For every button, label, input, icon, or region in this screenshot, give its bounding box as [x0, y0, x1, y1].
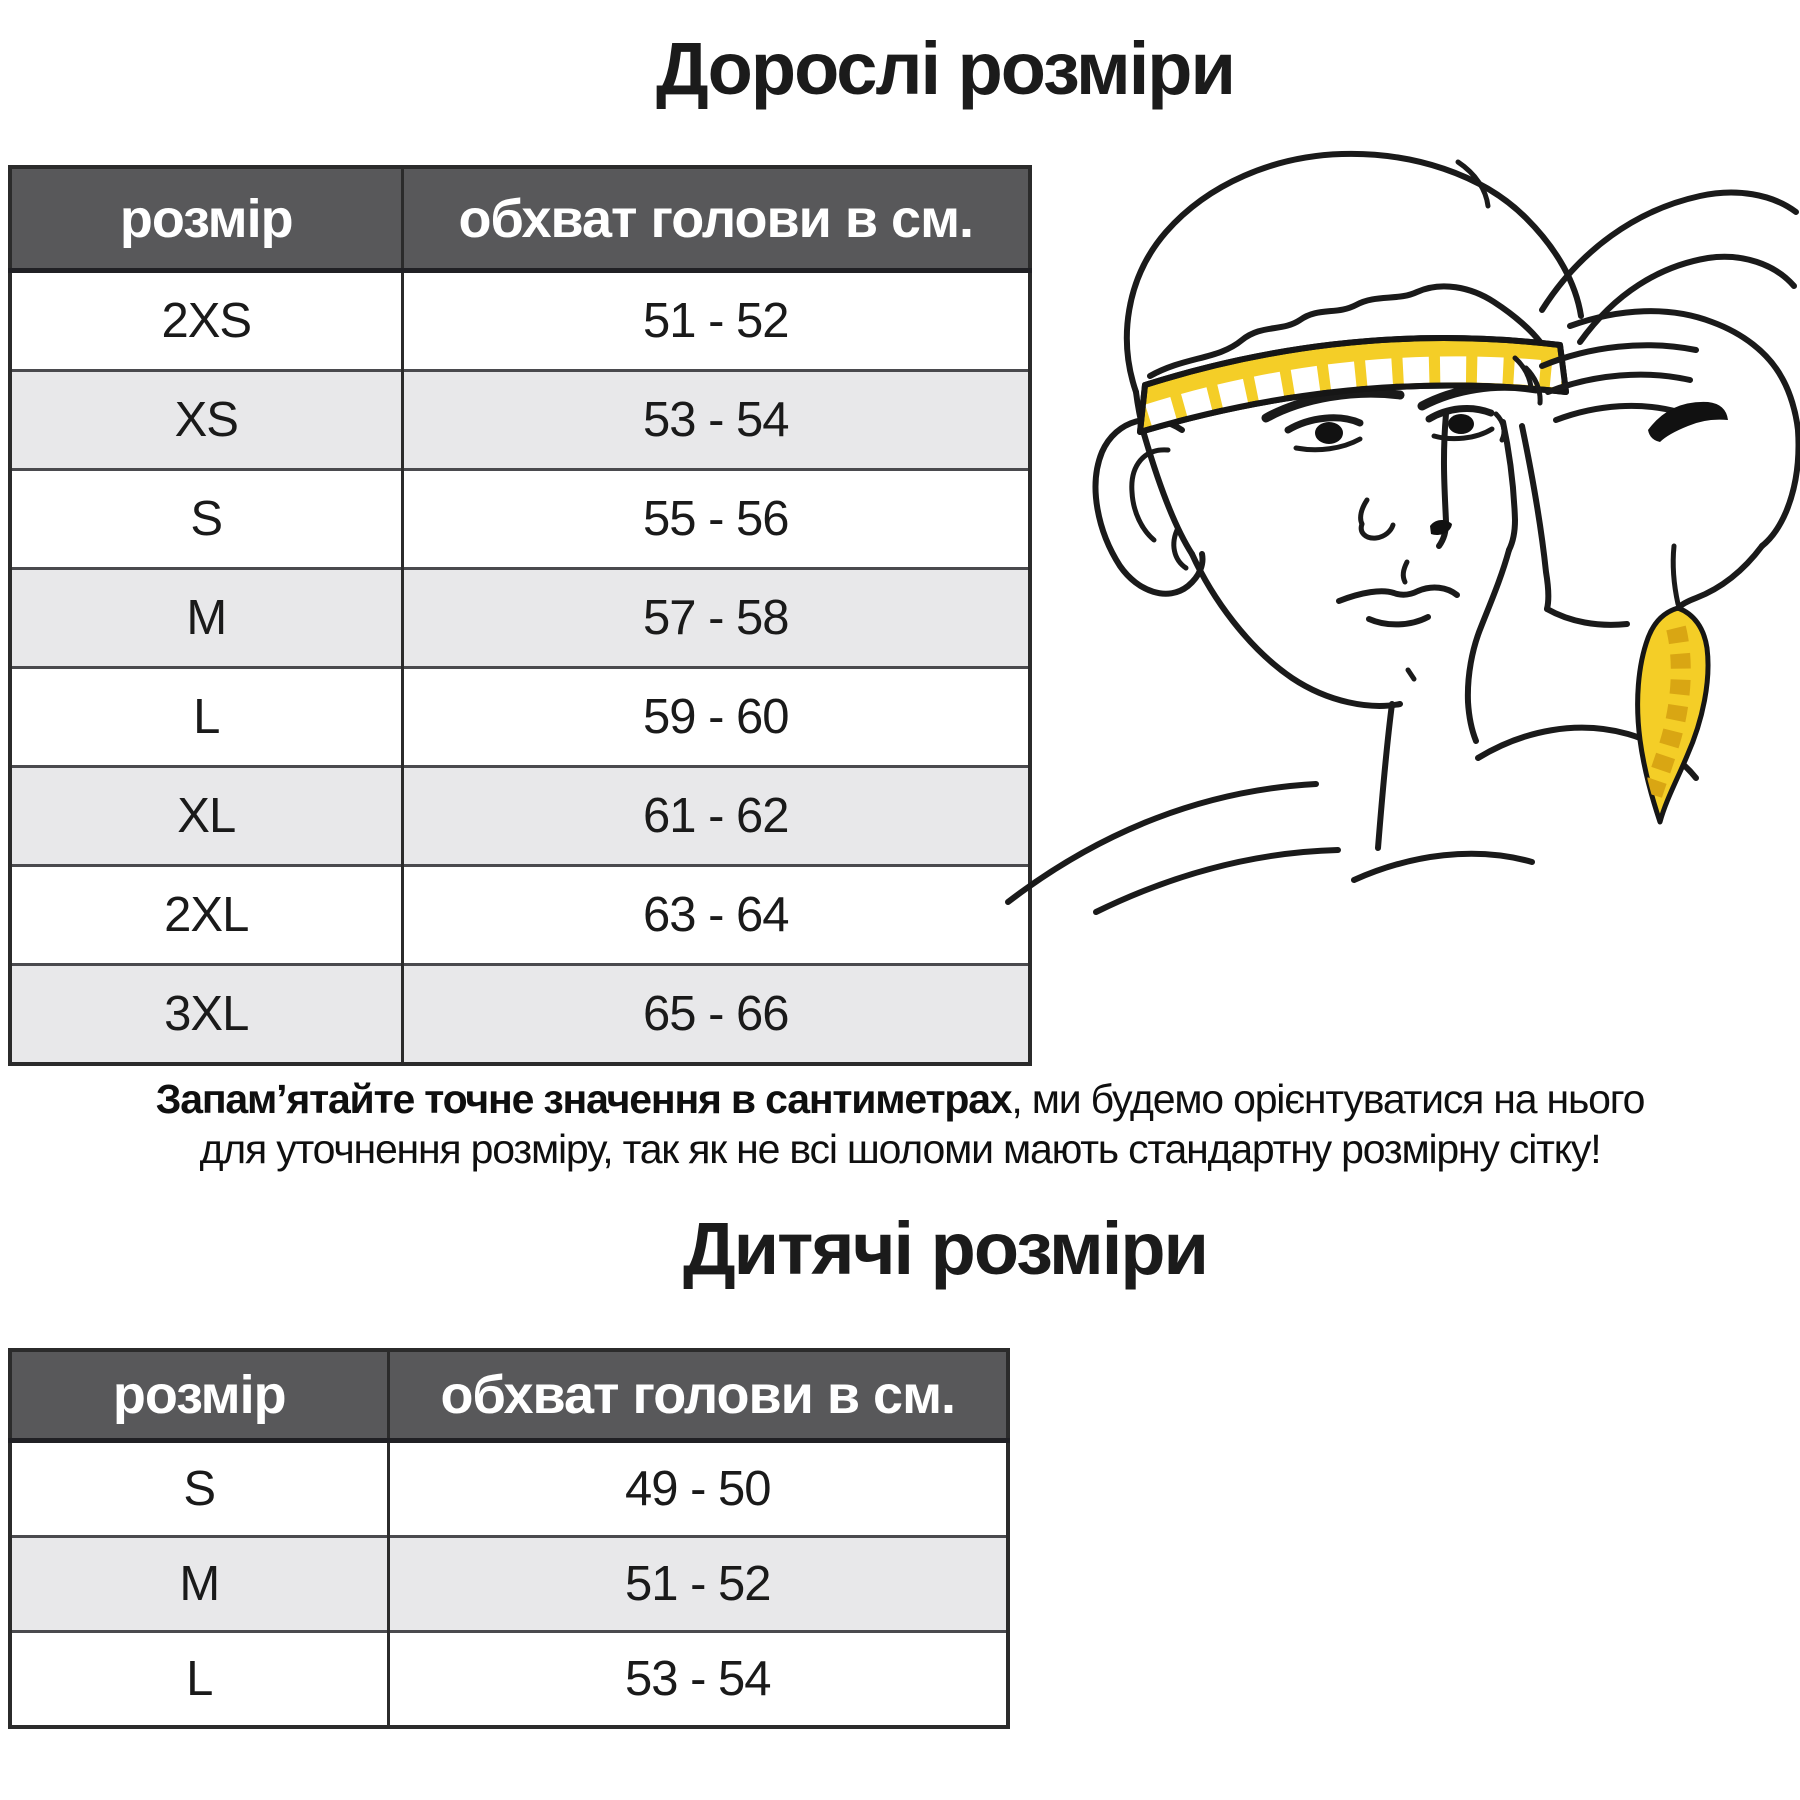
table-row: 3XL 65 - 66	[10, 964, 1030, 1064]
adult-size-table: розмір обхват голови в см. 2XS 51 - 52 XS…	[8, 165, 1032, 1066]
measurement-note: Запам’ятайте точне значення в сантиметра…	[5, 1074, 1795, 1174]
adult-sizes-title: Дорослі розміри	[656, 27, 1236, 110]
nose	[1436, 411, 1449, 549]
note-line-1: Запам’ятайте точне значення в сантиметра…	[5, 1074, 1795, 1124]
table-row: 2XS 51 - 52	[10, 270, 1030, 371]
tape-scale-marks	[1145, 356, 1564, 430]
range-cell: 53 - 54	[400, 370, 1030, 470]
neck-left	[1375, 701, 1395, 851]
circumference-column-header: обхват голови в см.	[400, 167, 1030, 271]
finger	[1553, 402, 1681, 423]
palm-edge	[1519, 423, 1552, 612]
size-cell: 2XS	[161, 294, 252, 348]
hair-line	[1147, 283, 1544, 379]
table-row: L 53 - 54	[10, 1631, 1008, 1727]
kids-sizes-title: Дитячі розміри	[682, 1207, 1209, 1290]
range-cell: 49 - 50	[386, 1440, 1008, 1537]
size-cell: S	[183, 1462, 216, 1516]
range-cell: 57 - 58	[400, 568, 1030, 668]
table-header-row: розмір обхват голови в см.	[10, 167, 1030, 271]
size-cell: 2XL	[164, 888, 249, 942]
range-cell: 55 - 56	[400, 469, 1030, 569]
table-header-row: розмір обхват голови в см.	[10, 1350, 1008, 1441]
range-cell: 61 - 62	[400, 766, 1030, 866]
range-cell: 53 - 54	[386, 1631, 1008, 1727]
size-cell: S	[190, 492, 223, 546]
hand-and-arm	[1512, 189, 1800, 628]
finger	[1539, 342, 1699, 369]
tape-tail	[1635, 605, 1711, 825]
left-eye	[1315, 422, 1343, 444]
table-row: XL 61 - 62	[10, 766, 1030, 866]
size-cell: M	[179, 1557, 220, 1611]
hair-flick	[1455, 159, 1491, 209]
range-cell: 51 - 52	[386, 1536, 1008, 1632]
table-row: S 49 - 50	[10, 1440, 1008, 1537]
head-measurement-illustration	[1005, 150, 1800, 915]
size-cell: XL	[177, 789, 236, 843]
range-cell: 65 - 66	[400, 964, 1030, 1064]
note-bold-text: Запам’ятайте точне значення в сантиметра…	[155, 1076, 1013, 1122]
face-features	[1141, 381, 1541, 851]
circumference-column-header: обхват голови в см.	[386, 1350, 1008, 1441]
note-line-2: для уточнення розміру, так як не всі шол…	[199, 1126, 1602, 1173]
right-eye	[1448, 414, 1474, 434]
range-cell: 59 - 60	[400, 667, 1030, 767]
size-cell: M	[186, 591, 227, 645]
size-cell: L	[186, 1652, 213, 1706]
table-row: M 57 - 58	[10, 568, 1030, 668]
size-cell: L	[193, 690, 220, 744]
table-row: L 59 - 60	[10, 667, 1030, 767]
size-column-header: розмір	[10, 167, 402, 271]
tape-tail-marks	[1642, 625, 1691, 800]
hand-outline	[1567, 308, 1800, 433]
range-cell: 51 - 52	[400, 270, 1030, 371]
thumb	[1648, 401, 1728, 442]
range-cell: 63 - 64	[400, 865, 1030, 965]
size-cell: XS	[174, 393, 239, 447]
table-row: XS 53 - 54	[10, 370, 1030, 470]
note-regular-text: , ми будемо орієнтуватися на нього	[1011, 1076, 1645, 1122]
left-eyebrow	[1261, 388, 1405, 423]
size-column-header: розмір	[10, 1350, 388, 1441]
table-row: S 55 - 56	[10, 469, 1030, 569]
mouth	[1336, 584, 1460, 604]
shoulders	[1005, 724, 1699, 915]
table-row: 2XL 63 - 64	[10, 865, 1030, 965]
raised-arm	[1539, 189, 1799, 313]
measuring-tape-band	[1137, 335, 1569, 435]
finger	[1545, 371, 1693, 395]
table-row: M 51 - 52	[10, 1536, 1008, 1632]
size-cell: 3XL	[164, 987, 249, 1041]
kids-size-table: розмір обхват голови в см. S 49 - 50 M 51 …	[8, 1348, 1010, 1729]
